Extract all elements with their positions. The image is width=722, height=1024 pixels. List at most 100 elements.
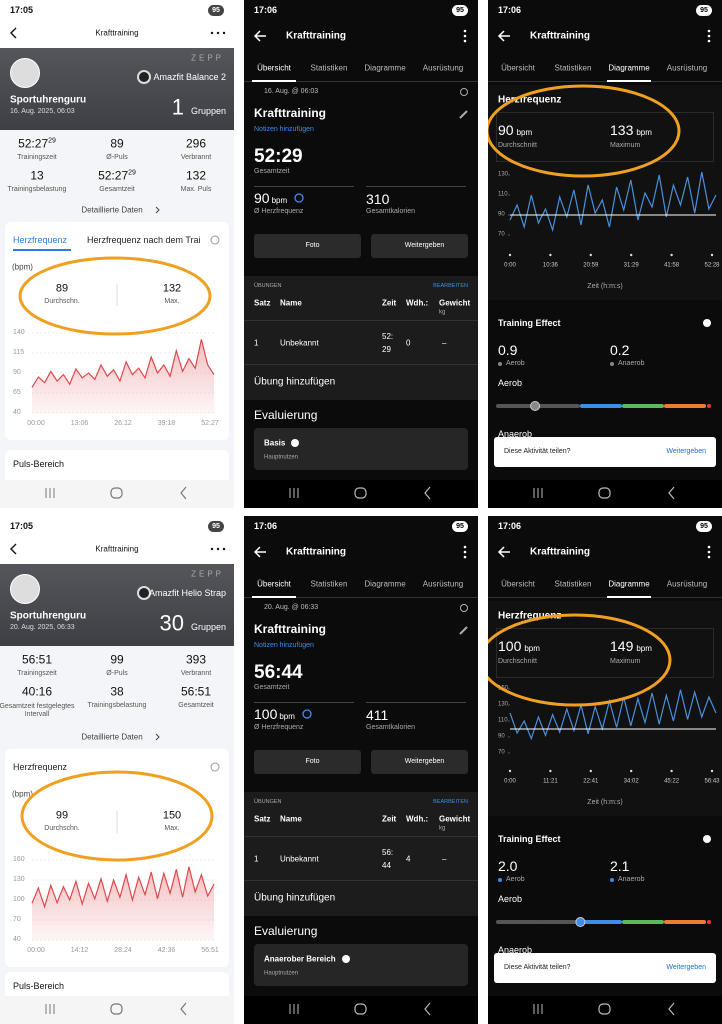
y-tick-label: 90 [498, 733, 505, 740]
tab: Ausrüstung [666, 579, 708, 589]
x-tick-label: 56:51 [201, 946, 219, 954]
tab: Herzfrequenz [13, 761, 68, 772]
stat-number: 56:51 [21, 652, 53, 667]
hr-value: 90 bpm [254, 190, 287, 208]
effect-label: Aerob [506, 875, 525, 883]
stat-value: 296 [186, 137, 206, 150]
user-name: Sportuhrenguru [10, 94, 87, 106]
y-tick-label: 160 [13, 855, 25, 863]
x-tick-label: 13:06 [70, 419, 89, 427]
action-button[interactable] [371, 750, 468, 774]
screen-title: Krafttraining [95, 544, 139, 554]
exercise-section [244, 276, 478, 400]
menu-dot [210, 31, 214, 35]
y-tick-label: 115 [13, 348, 25, 356]
status-time: 17:06 [254, 4, 278, 15]
table-header: Gewicht [439, 298, 471, 308]
x-tick-dot [670, 253, 673, 257]
divider [254, 702, 354, 703]
phone-screenshot: 17:06 95 Krafttraining Übersicht Statistiken… [488, 516, 722, 1024]
panel-graphics [155, 733, 160, 741]
x-tick-label: 22:41 [583, 778, 599, 785]
action-button[interactable] [254, 750, 361, 774]
stat-value: 99 [110, 653, 123, 666]
x-tick-dot [630, 769, 633, 773]
help-icon [342, 955, 350, 963]
add-exercise[interactable]: Übung hinzufügen [254, 892, 336, 904]
tab: Übersicht [257, 579, 291, 589]
menu-dot [216, 31, 220, 35]
panel-graphics [342, 955, 350, 963]
toast-action[interactable]: Weitergeben [666, 963, 706, 971]
divider [244, 836, 478, 837]
status-time: 17:05 [10, 520, 34, 531]
button-label: Foto [305, 757, 320, 765]
edit-link[interactable]: BEARBEITEN [433, 282, 468, 289]
max-label: Max. [164, 824, 180, 832]
device-name: Amazfit Helio Strap [148, 587, 226, 598]
add-exercise[interactable]: Übung hinzufügen [254, 376, 336, 388]
profile-banner [0, 564, 234, 646]
effect-end [707, 920, 711, 924]
action-button[interactable] [371, 234, 468, 258]
tab-underline [13, 249, 71, 251]
action-button[interactable] [254, 234, 361, 258]
menu-dot [463, 39, 467, 43]
panel-graphics [155, 206, 160, 214]
tab: Ausrüstung [666, 63, 708, 73]
max-value: 132 [162, 282, 182, 295]
unit-label: (bpm) [12, 789, 33, 799]
tab: Herzfrequenz nach dem Trai [87, 234, 201, 245]
phone-screenshot: 17:05 95 Krafttraining ZEPP Amazfit Helio St… [0, 516, 234, 1024]
nav-back [180, 486, 187, 500]
stat-value: 56:51 [181, 685, 211, 698]
add-notes[interactable]: Notizen hinzufügen [254, 125, 314, 133]
duration: 56:44 [254, 662, 303, 684]
stat-number: 52:27 [98, 168, 129, 183]
tab: Statistiken [310, 63, 348, 73]
panel-graphics [31, 235, 220, 414]
edit-link[interactable]: BEARBEITEN [433, 798, 468, 805]
divider [244, 364, 478, 365]
table-cell: 4 [406, 854, 411, 864]
exercise-section [244, 792, 478, 916]
bar-label: Anaerob [498, 944, 533, 955]
effect-value: 0.2 [610, 341, 630, 358]
stat-value: 13 [30, 169, 43, 182]
groups-label: Gruppen [190, 621, 226, 632]
details-link[interactable]: Detaillierte Daten [81, 732, 143, 742]
details-link[interactable]: Detaillierte Daten [81, 205, 143, 215]
battery: 95 [208, 521, 224, 532]
effect-label: Anaerob [618, 875, 645, 883]
screen-title: Krafttraining [530, 546, 590, 558]
nav-bar [0, 480, 234, 508]
back-arrow [10, 543, 17, 555]
stat-label: Maximum [610, 141, 641, 149]
stat-value: 52:2729 [18, 137, 56, 150]
toast-action[interactable]: Weitergeben [666, 447, 706, 455]
x-tick-label: 28:24 [114, 946, 132, 954]
tab: Diagramme [608, 579, 650, 589]
nav-back [668, 1002, 675, 1016]
x-tick-label: 39:18 [157, 419, 176, 427]
x-tick-label: 14:12 [70, 946, 89, 954]
watch-icon [137, 70, 151, 84]
globe-icon [460, 604, 468, 612]
effect-end [707, 404, 711, 408]
tab-underline [252, 80, 296, 82]
stats-box [496, 628, 714, 678]
tab: Statistiken [554, 63, 592, 73]
stat-label: Maximum [610, 657, 641, 665]
stat-number: 393 [185, 652, 207, 667]
pencil-icon [459, 626, 468, 635]
add-notes[interactable]: Notizen hinzufügen [254, 641, 314, 649]
y-tick-label: 40 [13, 935, 21, 943]
stat-label: Durchschnitt [498, 141, 537, 149]
menu-dot [707, 39, 711, 43]
panel-graphics [10, 543, 226, 555]
brand: ZEPP [191, 53, 224, 63]
nav-home [110, 1003, 123, 1015]
status-time: 17:06 [498, 520, 522, 531]
effect-marker [575, 917, 586, 927]
panel-graphics [496, 171, 717, 411]
